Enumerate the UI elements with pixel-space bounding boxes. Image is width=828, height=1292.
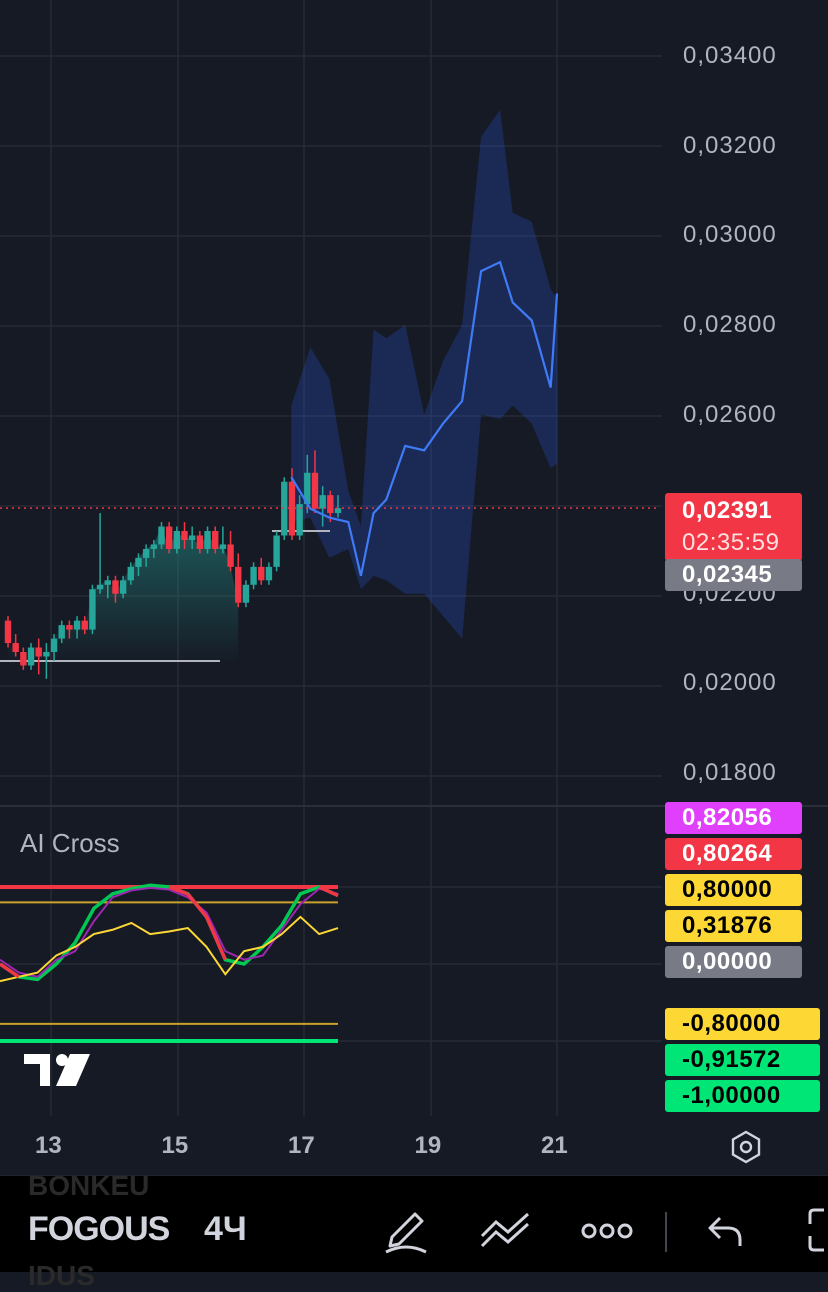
- time-axis-label: 17: [288, 1132, 315, 1159]
- candles: [4, 450, 342, 679]
- candle-body: [150, 544, 158, 549]
- fullscreen-icon[interactable]: [806, 1206, 828, 1254]
- candle-body: [288, 481, 296, 536]
- candle-body: [135, 557, 142, 567]
- time-axis-label: 13: [35, 1132, 62, 1159]
- price-axis-label: 0,03400: [683, 42, 777, 69]
- candle-body: [27, 647, 35, 666]
- indicator-line-falling: [0, 962, 20, 979]
- last-price-value: 0,02391: [682, 497, 773, 524]
- indicator-line-falling: [186, 892, 208, 919]
- candle-body: [188, 535, 196, 540]
- indicator-series: [0, 883, 339, 983]
- candle-body: [158, 526, 165, 545]
- forecast-band: [291, 109, 557, 639]
- indicator-line-falling: [168, 885, 189, 896]
- candle-body: [35, 647, 42, 657]
- candle-body: [235, 566, 242, 603]
- indicator-value-tag: 0,00000: [665, 946, 802, 978]
- trend-lines-icon[interactable]: [480, 1210, 532, 1250]
- indicator-value-tag: -0,80000: [665, 1008, 820, 1040]
- candle-body: [12, 643, 19, 653]
- candle-body: [81, 620, 88, 630]
- symbol-button[interactable]: FOGOUS: [28, 1210, 170, 1248]
- candle-body: [142, 548, 150, 558]
- indicator-value-tag: -1,00000: [665, 1080, 820, 1112]
- candle-body: [265, 566, 273, 581]
- indicator-value-tag: 0,80000: [665, 874, 802, 906]
- price-axis-label: 0,02600: [683, 400, 777, 428]
- toolbar-separator: [665, 1212, 667, 1252]
- secondary-price-tag: 0,02345: [665, 559, 802, 591]
- last-price-tag: 0,02391 02:35:59: [665, 493, 802, 561]
- candle-body: [173, 531, 181, 549]
- candle-body: [181, 531, 188, 540]
- candle-body: [119, 580, 127, 594]
- tradingview-logo-icon: [24, 1054, 90, 1086]
- time-axis-label: 15: [161, 1132, 189, 1159]
- price-axis-label: 0,02000: [683, 669, 777, 697]
- candle-body: [112, 580, 119, 594]
- time-axis-label: 19: [414, 1132, 442, 1159]
- indicator-line: [0, 915, 339, 983]
- candle-body: [273, 535, 280, 567]
- settings-hex-icon[interactable]: [728, 1129, 764, 1165]
- candle-body: [227, 544, 234, 567]
- candle-body: [319, 495, 326, 509]
- candle-body: [281, 481, 288, 536]
- price-axis-label: 0,03200: [683, 131, 777, 159]
- price-axis-label: 0,02800: [683, 310, 777, 338]
- candle-body: [165, 526, 173, 549]
- indicator-value-tag: 0,31876: [665, 910, 802, 942]
- countdown-value: 02:35:59: [682, 529, 780, 556]
- candle-body: [96, 584, 104, 590]
- indicator-name[interactable]: AI Cross: [20, 828, 120, 858]
- candle-body: [73, 620, 81, 630]
- candle-body: [50, 638, 58, 653]
- candle-body: [219, 544, 227, 549]
- candle-body: [242, 584, 250, 603]
- candle-body: [104, 580, 111, 585]
- candle-body: [327, 495, 334, 514]
- indicator-value-tag: 0,80264: [665, 838, 802, 870]
- interval-button[interactable]: 4Ч: [204, 1210, 247, 1248]
- candle-body: [66, 625, 73, 630]
- bottom-toolbar: [0, 1176, 828, 1272]
- indicator-line-falling: [318, 885, 339, 898]
- candle-body: [20, 652, 27, 666]
- candle-body: [43, 652, 50, 657]
- candle-body: [212, 531, 219, 549]
- indicator-value-tag: 0,82056: [665, 802, 802, 834]
- price-axis-label: 0,03000: [683, 221, 777, 249]
- price-axis-label: 0,01800: [683, 759, 777, 786]
- candle-body: [58, 625, 65, 639]
- undo-icon[interactable]: [706, 1214, 746, 1250]
- candle-body: [311, 472, 319, 509]
- candle-body: [196, 535, 204, 549]
- pen-icon[interactable]: [382, 1206, 430, 1254]
- candle-body: [258, 566, 265, 581]
- forecast-line: [290, 260, 559, 577]
- time-axis-label: 21: [541, 1132, 568, 1159]
- candle-body: [334, 508, 342, 514]
- ticker-ghost-top: BONKEU: [28, 1170, 150, 1201]
- candle-body: [4, 620, 12, 644]
- candle-body: [89, 589, 96, 630]
- candle-body: [304, 472, 311, 505]
- indicator-value-tag: -0,91572: [665, 1044, 820, 1076]
- candle-body: [127, 566, 134, 581]
- candle-body: [296, 504, 303, 536]
- more-dots-icon[interactable]: [581, 1221, 633, 1241]
- ticker-ghost-bottom: IDUS: [28, 1260, 95, 1291]
- indicator-line-falling: [204, 916, 227, 961]
- candle-body: [250, 566, 257, 585]
- price-grid: [0, 0, 662, 1116]
- indicator-line: [0, 886, 339, 978]
- candle-body: [204, 531, 211, 549]
